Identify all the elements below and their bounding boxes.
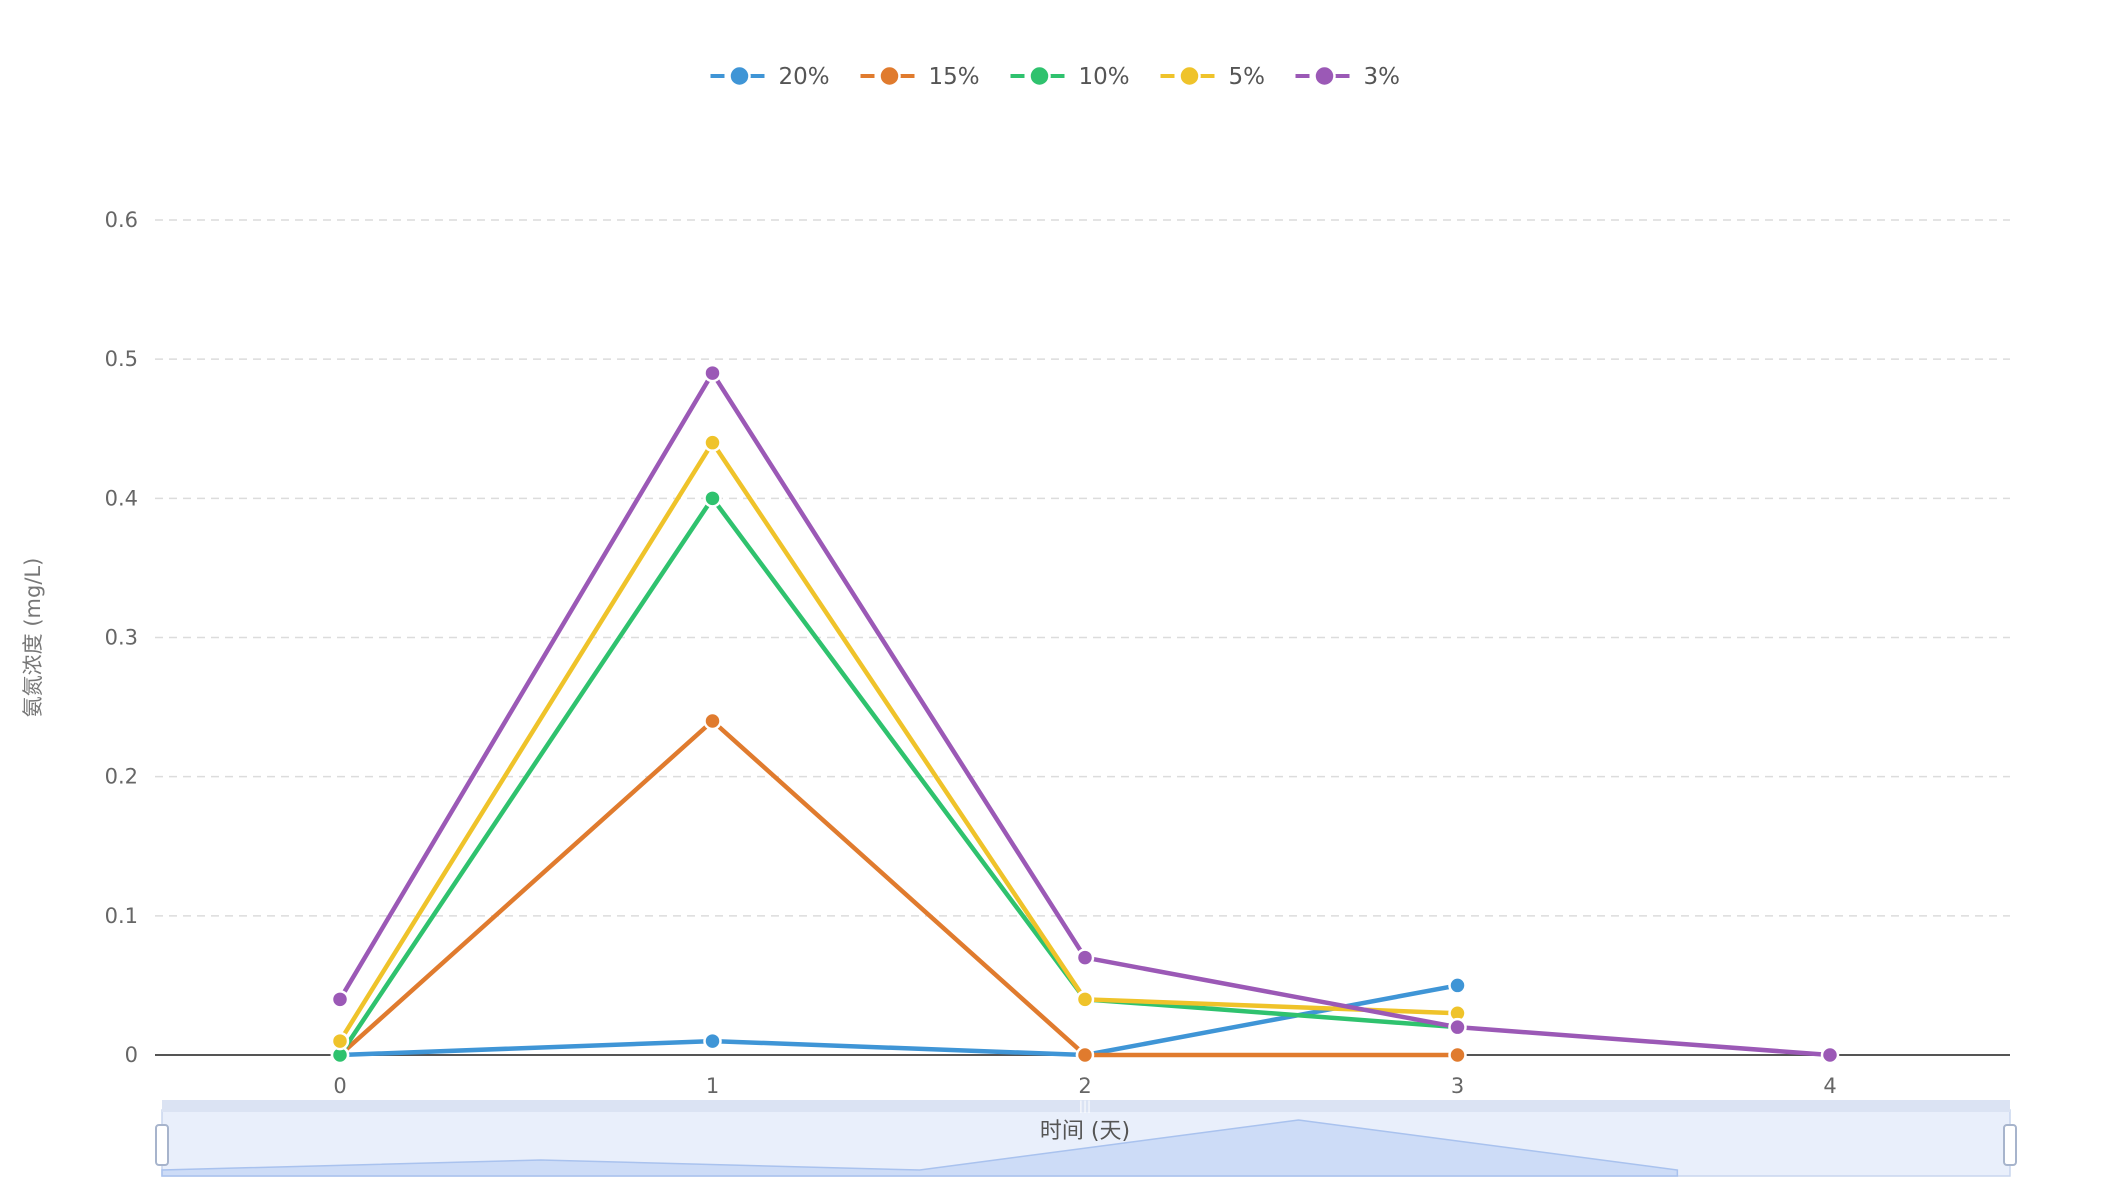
legend-item-5%[interactable]: 5% (1160, 64, 1266, 90)
series-15% (330, 711, 1467, 1065)
x-tick-label: 3 (1451, 1074, 1464, 1098)
data-point[interactable] (1075, 948, 1095, 967)
legend-label: 5% (1229, 64, 1266, 90)
legend-marker-icon (1178, 64, 1201, 88)
legend-marker-icon (1028, 64, 1051, 88)
series-5% (330, 433, 1467, 1051)
data-point[interactable] (1448, 976, 1467, 995)
x-tick-label: 2 (1078, 1074, 1091, 1098)
x-axis: 0 1 2 3 4 (333, 1074, 1836, 1098)
grid-lines (155, 219, 2010, 917)
zoom-handle-right[interactable] (2003, 1124, 2017, 1166)
legend-item-3%[interactable]: 3% (1295, 64, 1401, 90)
data-point[interactable] (703, 1031, 722, 1051)
y-tick-label: 0 (125, 1043, 138, 1067)
legend-item-15%[interactable]: 15% (860, 64, 980, 90)
legend-label: 3% (1364, 64, 1401, 90)
data-point[interactable] (330, 990, 350, 1009)
data-point[interactable] (703, 489, 722, 508)
legend-marker-icon (878, 64, 901, 88)
y-axis-title: 氨氮浓度 (mg/L) (21, 558, 45, 718)
zoom-drag-grip[interactable]: ||| (1079, 1099, 1091, 1113)
legend-label: 20% (779, 64, 830, 90)
data-point[interactable] (330, 1031, 350, 1051)
series-line (338, 718, 1458, 1058)
legend-marker-icon (1313, 64, 1336, 88)
series-layer (330, 363, 1840, 1065)
legend-label: 15% (929, 64, 980, 90)
legend-item-10%[interactable]: 10% (1010, 64, 1130, 90)
series-3% (330, 363, 1840, 1065)
legend-item-20%[interactable]: 20% (710, 64, 830, 90)
zoom-top-bar[interactable] (162, 1100, 2010, 1112)
zoom-shadow-area (161, 1119, 1679, 1177)
y-tick-label: 0.1 (105, 904, 138, 928)
data-zoom-slider[interactable]: 时间 (天) ||| (155, 1099, 2017, 1177)
y-tick-label: 0.4 (105, 486, 138, 510)
x-tick-label: 1 (706, 1074, 719, 1098)
series-20% (330, 976, 1467, 1065)
x-axis-title: 时间 (天) (1040, 1119, 1130, 1144)
y-tick-label: 0.3 (105, 626, 138, 650)
x-tick-label: 4 (1823, 1074, 1836, 1098)
data-point[interactable] (1075, 1045, 1095, 1065)
legend-marker-icon (728, 64, 751, 88)
y-tick-label: 0.6 (105, 208, 138, 232)
y-axis: 0 0.1 0.2 0.3 0.4 0.5 0.6 (105, 208, 138, 1067)
series-line (339, 983, 1458, 1058)
legend-label: 10% (1079, 64, 1130, 90)
legend: 20% 15% 10% 5% 3% (710, 64, 1401, 90)
data-point[interactable] (1820, 1045, 1840, 1065)
data-point[interactable] (703, 363, 722, 383)
data-point[interactable] (703, 711, 722, 731)
y-tick-label: 0.2 (105, 765, 138, 789)
series-line (338, 440, 1458, 1043)
data-point[interactable] (1448, 1017, 1467, 1037)
data-point[interactable] (703, 433, 722, 452)
data-point[interactable] (1448, 1045, 1467, 1065)
y-tick-label: 0.5 (105, 347, 138, 371)
series-line (338, 496, 1458, 1057)
x-tick-label: 0 (333, 1074, 346, 1098)
zoom-handle-left[interactable] (155, 1124, 169, 1166)
data-point[interactable] (1075, 990, 1095, 1009)
